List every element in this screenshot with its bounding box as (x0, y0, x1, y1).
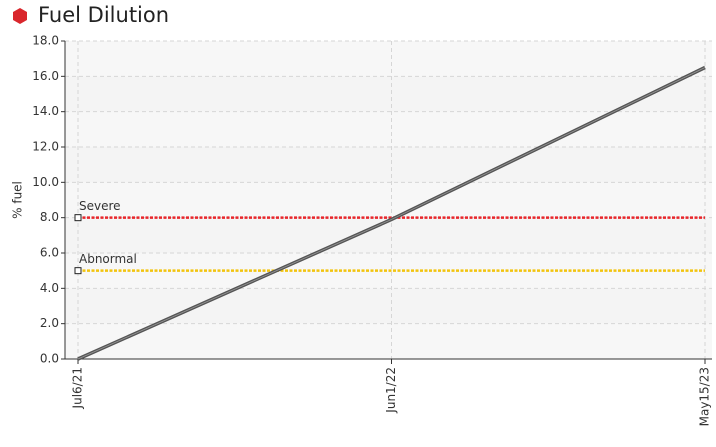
title-icon (13, 8, 27, 24)
y-tick-label: 12.0 (32, 140, 59, 154)
y-axis-label: % fuel (11, 181, 25, 219)
threshold-label: Severe (79, 199, 121, 213)
y-tick-label: 4.0 (40, 281, 59, 295)
x-tick-label: Jun1/22 (384, 367, 398, 414)
plot-band (65, 217, 712, 253)
y-tick-label: 10.0 (32, 175, 59, 189)
plot-band (65, 182, 712, 218)
threshold-label: Abnormal (79, 252, 137, 266)
plot-band (65, 288, 712, 324)
chart-title: Fuel Dilution (38, 3, 169, 27)
y-tick-label: 14.0 (32, 104, 59, 118)
plot-band (65, 111, 712, 147)
threshold-marker (74, 214, 82, 222)
y-tick-label: 8.0 (40, 210, 59, 224)
plot-band (65, 76, 712, 112)
plot-band (65, 41, 712, 77)
y-tick-label: 18.0 (32, 34, 59, 48)
x-tick-label: May15/23 (698, 367, 712, 426)
y-tick-label: 16.0 (32, 69, 59, 83)
y-tick-label: 6.0 (40, 246, 59, 260)
plot-band (65, 323, 712, 359)
y-tick-label: 0.0 (40, 352, 59, 366)
y-tick-label: 2.0 (40, 316, 59, 330)
threshold-marker (74, 267, 82, 275)
series-line-highlight (77, 67, 706, 360)
plot-band (65, 147, 712, 183)
x-tick-label: Jul6/21 (71, 367, 85, 409)
